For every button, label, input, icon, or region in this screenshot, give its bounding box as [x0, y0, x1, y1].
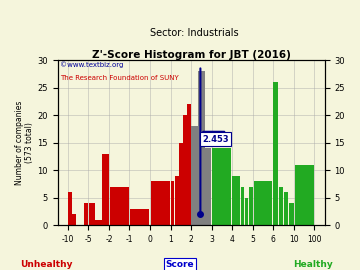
- Bar: [284, 193, 288, 225]
- Bar: [253, 181, 273, 225]
- Y-axis label: Number of companies
(573 total): Number of companies (573 total): [15, 101, 35, 185]
- Bar: [130, 209, 149, 225]
- Bar: [72, 214, 76, 225]
- Text: The Research Foundation of SUNY: The Research Foundation of SUNY: [60, 75, 179, 81]
- Bar: [151, 181, 170, 225]
- Bar: [279, 187, 283, 225]
- Bar: [245, 198, 248, 225]
- Bar: [289, 203, 294, 225]
- Bar: [212, 148, 231, 225]
- Bar: [95, 220, 102, 225]
- Bar: [205, 148, 211, 225]
- Bar: [84, 203, 88, 225]
- Text: 2.453: 2.453: [202, 134, 229, 144]
- Bar: [249, 187, 253, 225]
- Text: Score: Score: [166, 260, 194, 269]
- Text: Healthy: Healthy: [293, 260, 333, 269]
- Text: Sector: Industrials: Sector: Industrials: [150, 28, 239, 38]
- Bar: [240, 187, 244, 225]
- Bar: [198, 71, 204, 225]
- Bar: [89, 203, 95, 225]
- Bar: [274, 82, 278, 225]
- Bar: [110, 187, 129, 225]
- Bar: [237, 176, 240, 225]
- Bar: [171, 181, 175, 225]
- Bar: [68, 193, 72, 225]
- Text: ©www.textbiz.org: ©www.textbiz.org: [60, 62, 123, 68]
- Bar: [179, 143, 183, 225]
- Bar: [232, 176, 236, 225]
- Title: Z'-Score Histogram for JBT (2016): Z'-Score Histogram for JBT (2016): [92, 50, 291, 60]
- Text: Unhealthy: Unhealthy: [21, 260, 73, 269]
- Bar: [102, 154, 109, 225]
- Bar: [187, 104, 191, 225]
- Bar: [294, 165, 314, 225]
- Bar: [192, 126, 198, 225]
- Bar: [183, 115, 187, 225]
- Bar: [175, 176, 179, 225]
